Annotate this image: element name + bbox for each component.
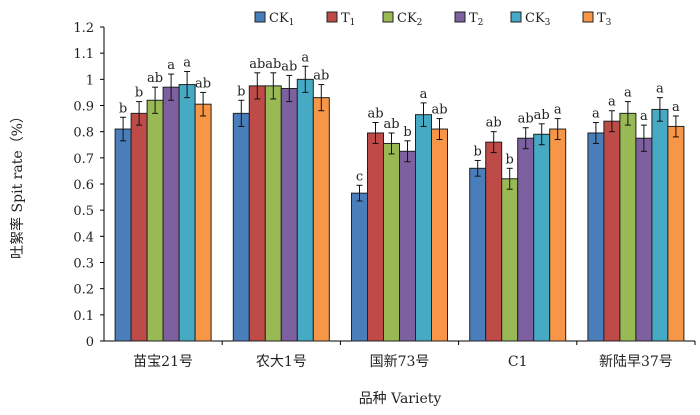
legend: CK1 T1 CK2 T2 CK3 T3 <box>254 11 612 28</box>
significance-label: ab <box>534 108 550 123</box>
bar <box>312 97 330 342</box>
bar <box>431 128 448 342</box>
x-tick-label: 农大1号 <box>256 354 307 370</box>
significance-label: ab <box>518 112 534 127</box>
significance-label: b <box>135 86 143 101</box>
y-tick-label: 0.4 <box>73 230 94 245</box>
x-tick-label: C1 <box>508 354 528 370</box>
bar <box>232 112 250 342</box>
bar <box>280 87 298 342</box>
bar <box>587 132 605 342</box>
bar <box>296 78 314 342</box>
significance-label: ab <box>431 103 447 118</box>
legend-label: CK1 <box>269 11 294 28</box>
bar <box>533 133 551 342</box>
significance-label: b <box>119 101 127 116</box>
x-tick-label: 新陆早37号 <box>599 354 673 370</box>
significance-label: b <box>403 125 411 140</box>
y-tick-label: 0.1 <box>73 309 94 324</box>
bar <box>667 125 685 342</box>
bar <box>549 128 567 342</box>
x-axis-label: 品种 Variety <box>359 391 442 407</box>
y-tick-label: 0.8 <box>73 126 94 141</box>
y-tick-label: 1 <box>86 73 94 88</box>
significance-label: a <box>608 95 616 110</box>
legend-swatch <box>326 11 338 23</box>
y-tick-label: 0.7 <box>73 152 94 167</box>
y-tick-label: 0.6 <box>73 178 94 193</box>
legend-swatch <box>254 11 266 23</box>
significance-label: ab <box>249 57 265 72</box>
bar <box>178 84 196 342</box>
legend-swatch <box>382 11 394 23</box>
bar <box>651 108 669 342</box>
bar <box>501 178 519 342</box>
significance-label: ab <box>383 117 399 132</box>
y-axis-label: 吐絮率 Spit rate（%） <box>9 109 26 259</box>
significance-label: b <box>474 144 482 159</box>
bar <box>399 150 416 342</box>
y-tick-label: 1.1 <box>73 47 94 62</box>
legend-swatch <box>510 11 522 23</box>
significance-label: a <box>301 50 309 65</box>
bar <box>146 99 164 342</box>
bar <box>351 192 368 342</box>
y-tick-label: 0 <box>86 335 94 350</box>
y-tick-label: 0.5 <box>73 204 94 219</box>
bar <box>619 112 637 342</box>
legend-label: CK3 <box>525 11 551 28</box>
significance-label: ab <box>367 107 383 122</box>
significance-label: a <box>624 86 632 101</box>
axes: 0 0.1 0.2 0.3 0.4 0.5 0.6 0.7 0.8 0.9 1 1.1 1.2 苗宝21号… <box>73 21 696 370</box>
significance-label: ab <box>313 69 329 84</box>
legend-label: CK2 <box>397 11 422 28</box>
significance-label: a <box>656 82 664 97</box>
legend-swatch <box>582 11 594 23</box>
x-tick-label: 国新73号 <box>370 354 430 370</box>
legend-swatch <box>454 11 466 23</box>
x-tick-label: 苗宝21号 <box>133 354 193 370</box>
significance-label: ab <box>281 59 297 74</box>
bar <box>162 86 180 342</box>
significance-label: a <box>672 100 680 115</box>
significance-label: ab <box>265 57 281 72</box>
significance-label: a <box>554 103 562 118</box>
bar <box>264 85 282 342</box>
y-tick-label: 0.9 <box>73 100 94 115</box>
bar <box>469 167 487 342</box>
bar <box>485 141 503 342</box>
bar <box>194 103 212 342</box>
significance-label: b <box>237 84 245 99</box>
bar <box>517 137 535 342</box>
bar <box>248 85 266 342</box>
significance-label: a <box>420 87 428 102</box>
legend-label: T3 <box>597 11 612 28</box>
legend-label: T2 <box>469 11 483 28</box>
significance-label: ab <box>486 116 502 131</box>
significance-label: ab <box>147 71 163 86</box>
bar <box>603 120 621 342</box>
y-tick-label: 1.2 <box>73 21 94 36</box>
significance-label: a <box>183 55 191 70</box>
bar <box>635 137 653 342</box>
bar <box>383 142 400 342</box>
bar <box>114 128 132 342</box>
significance-label: b <box>506 152 514 167</box>
bar <box>130 112 148 342</box>
significance-label: a <box>640 109 648 124</box>
y-tick-label: 0.3 <box>73 257 94 272</box>
significance-label: c <box>356 169 363 184</box>
legend-label: T1 <box>341 11 355 28</box>
significance-label: a <box>167 58 175 73</box>
significance-label: ab <box>195 76 211 91</box>
y-tick-label: 0.2 <box>73 283 94 298</box>
significance-label: a <box>592 107 600 122</box>
bar <box>367 132 384 342</box>
bar <box>415 114 432 342</box>
